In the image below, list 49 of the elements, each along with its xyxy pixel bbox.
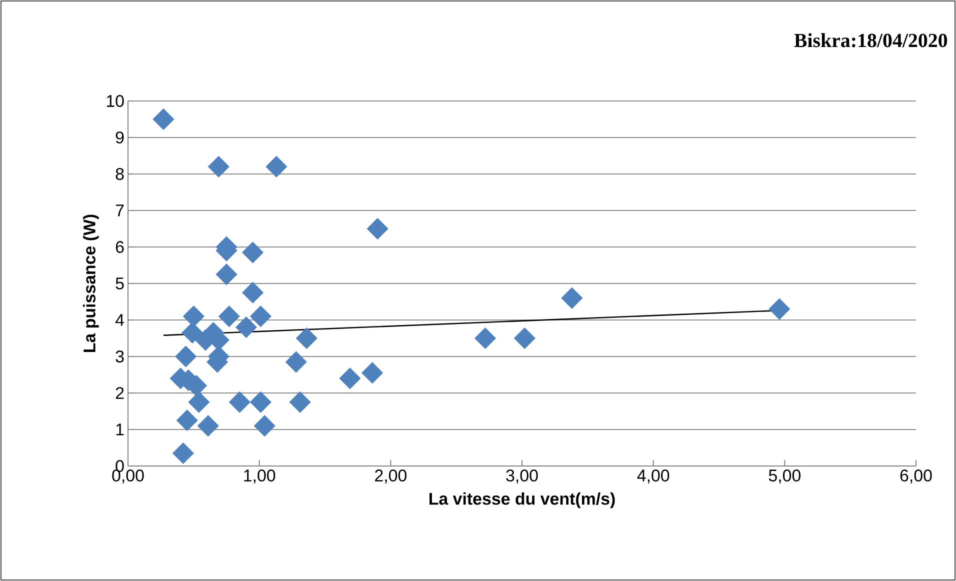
x-tick-label: 1,00 bbox=[244, 470, 276, 484]
point bbox=[361, 362, 384, 384]
x-tick-label: 4,00 bbox=[637, 470, 670, 484]
x-axis-title: La vitesse du vent(m/s) bbox=[430, 492, 615, 508]
point bbox=[216, 264, 238, 286]
point bbox=[235, 316, 258, 338]
y-tick-label: 3 bbox=[116, 350, 124, 362]
point bbox=[172, 442, 194, 464]
point bbox=[188, 391, 210, 413]
point bbox=[174, 346, 197, 368]
point bbox=[250, 391, 272, 413]
y-axis-title: La puissance (W) bbox=[83, 214, 99, 352]
point bbox=[366, 218, 388, 240]
point bbox=[197, 415, 219, 437]
point bbox=[228, 391, 250, 413]
point bbox=[152, 108, 174, 130]
point bbox=[208, 156, 230, 178]
y-tick-label: 2 bbox=[116, 387, 124, 399]
point bbox=[474, 327, 496, 350]
point bbox=[285, 351, 307, 373]
y-tick-label: 5 bbox=[116, 278, 124, 290]
point bbox=[339, 368, 361, 390]
x-tick-label: 3,00 bbox=[506, 470, 538, 484]
x-tick-label: 0,00 bbox=[112, 470, 144, 484]
point bbox=[242, 242, 264, 264]
point bbox=[266, 156, 288, 178]
point bbox=[561, 287, 583, 309]
point bbox=[250, 306, 272, 328]
y-tick-label: 8 bbox=[116, 168, 124, 180]
point bbox=[242, 282, 264, 304]
y-tick-label: 10 bbox=[106, 94, 124, 107]
point bbox=[176, 410, 198, 432]
y-tick-label: 7 bbox=[116, 204, 124, 216]
x-tick-label: 6,00 bbox=[900, 470, 932, 484]
point bbox=[218, 306, 240, 328]
x-tick-label: 2,00 bbox=[375, 470, 406, 484]
point bbox=[182, 322, 204, 344]
chart-title: Biskra:18/04/2020 bbox=[794, 33, 948, 48]
point bbox=[254, 415, 276, 437]
x-tick-label: 5,00 bbox=[768, 470, 800, 484]
y-tick-label: 9 bbox=[116, 131, 124, 144]
point bbox=[768, 298, 790, 320]
y-tick-label: 6 bbox=[116, 240, 124, 253]
point bbox=[514, 327, 536, 350]
point bbox=[296, 327, 318, 350]
y-tick-label: 4 bbox=[115, 314, 124, 326]
y-tick-label: 1 bbox=[116, 424, 124, 436]
point bbox=[289, 391, 311, 413]
point bbox=[182, 306, 204, 328]
